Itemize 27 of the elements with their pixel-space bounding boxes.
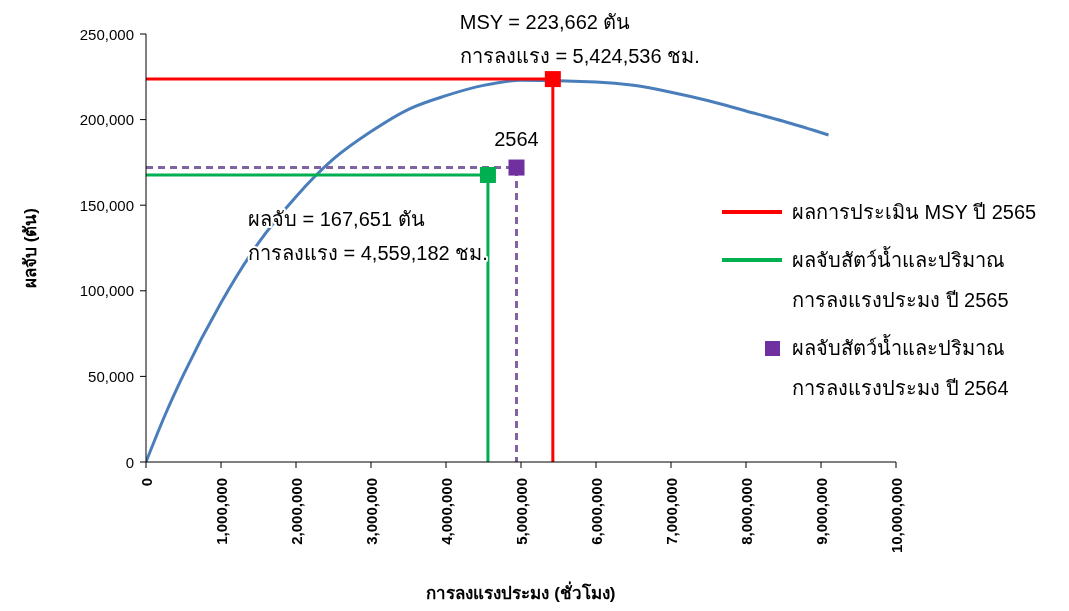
x-tick-label: 2,000,000 — [287, 478, 305, 545]
annotation: MSY = 223,662 ตัน การลงแรง = 5,424,536 ชม. — [459, 11, 700, 68]
y-tick-label: 200,000 — [79, 111, 134, 129]
y-axis-title: ผลจับ (ตัน) — [20, 207, 40, 289]
legend-label: ผลจับสัตว์น้ำและปริมาณ การลงแรงประมง ปี 2565 — [792, 245, 1010, 313]
x-axis-title: การลงแรงประมง (ชั่วโมง) — [426, 581, 616, 603]
x-tick-label: 3,000,000 — [362, 478, 380, 545]
x-tick-label: 4,000,000 — [437, 478, 455, 545]
y-tick-label: 0 — [125, 453, 134, 471]
x-tick-label: 5,000,000 — [512, 478, 530, 545]
y-tick-label: 100,000 — [79, 282, 134, 300]
annotation: 2564 — [494, 127, 539, 150]
x-tick-label: 7,000,000 — [662, 478, 680, 545]
x-tick-label: 0 — [137, 478, 155, 487]
legend-label: ผลการประเมิน MSY ปี 2565 — [792, 200, 1038, 225]
point — [508, 159, 525, 176]
x-tick-label: 6,000,000 — [587, 478, 605, 545]
y-tick-label: 250,000 — [79, 25, 134, 43]
point — [544, 71, 561, 88]
x-tick-label: 9,000,000 — [812, 478, 830, 545]
y-tick-label: 50,000 — [88, 367, 134, 385]
x-tick-label: 8,000,000 — [737, 478, 755, 545]
legend-label: ผลจับสัตว์น้ำและปริมาณ การลงแรงประมง ปี 2564 — [792, 333, 1010, 401]
point — [479, 166, 496, 183]
y-tick-label: 150,000 — [79, 196, 134, 214]
x-tick-label: 10,000,000 — [887, 478, 905, 554]
x-tick-label: 1,000,000 — [212, 478, 230, 545]
